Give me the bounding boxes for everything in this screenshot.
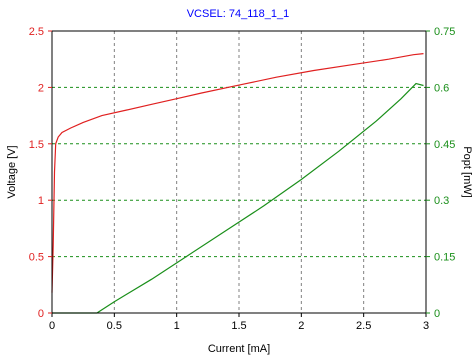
series-layer (51, 53, 424, 314)
y-right-tick-label: 0 (434, 308, 440, 320)
chart-title: VCSEL: 74_118_1_1 (187, 8, 290, 20)
x-axis-label: Current [mA] (208, 343, 270, 355)
y-right-tick-label: 0.45 (434, 139, 455, 151)
y-left-tick-label: 2.5 (29, 26, 44, 38)
y-right-tick-label: 0.15 (434, 252, 455, 264)
y-left-tick-label: 2 (38, 82, 44, 94)
x-tick-label: 2.5 (356, 320, 371, 332)
voltage-series-line (51, 53, 424, 293)
x-tick-label: 3 (423, 320, 429, 332)
x-tick-label: 1 (174, 320, 180, 332)
x-tick-label: 1.5 (231, 320, 246, 332)
y-left-tick-label: 0.5 (29, 252, 44, 264)
y-right-tick-label: 0.3 (434, 195, 449, 207)
y-left-tick-label: 1.5 (29, 139, 44, 151)
grid-layer (52, 31, 426, 313)
y-right-axis-label: Popt [mW] (461, 146, 473, 197)
y-right-tick-label: 0.75 (434, 26, 455, 38)
popt-series-line (52, 82, 424, 314)
tick-layer: 0 0.5 1 1.5 2 2.5 300.511.522.500.150.30.450.6… (29, 26, 456, 332)
x-tick-label: 2 (298, 320, 304, 332)
x-tick-label: 0.5 (107, 320, 122, 332)
y-left-axis-label: Voltage [V] (6, 145, 18, 198)
y-left-tick-label: 1 (38, 195, 44, 207)
x-tick-label: 0 (49, 320, 55, 332)
y-left-tick-label: 0 (38, 308, 44, 320)
y-right-tick-label: 0.6 (434, 82, 449, 94)
